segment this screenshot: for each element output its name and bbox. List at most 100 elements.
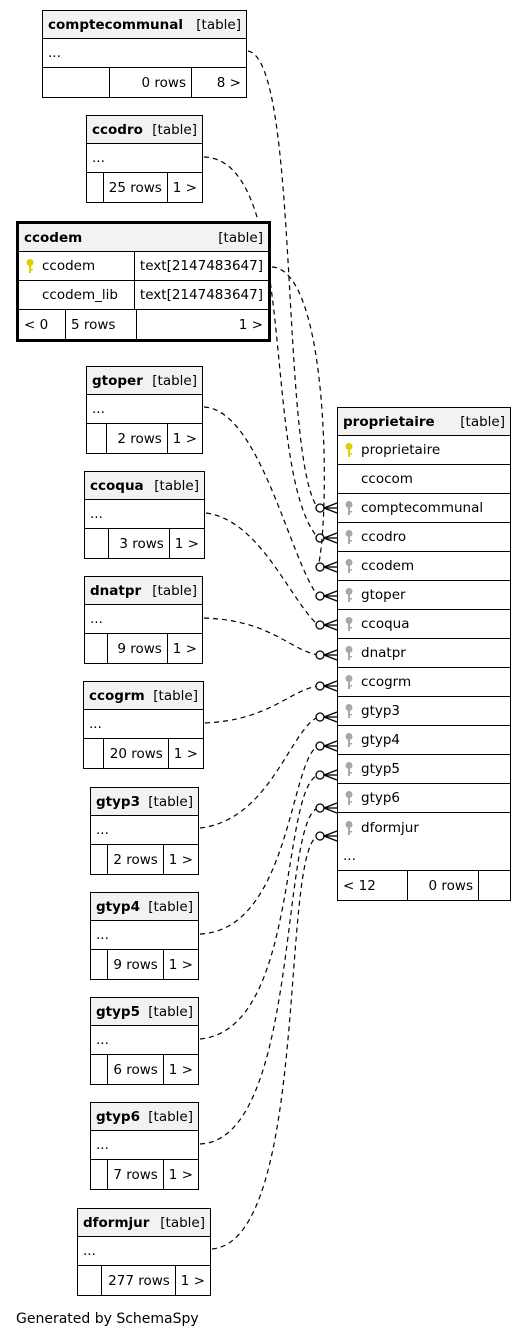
crowfoot-icon [323,654,338,661]
stat-parents: 1 > [162,1055,198,1084]
stat-children [91,950,107,979]
column-name: ccoqua [361,616,410,632]
foreign-key-icon [343,732,355,748]
column-row: proprietaire [338,436,510,465]
table-name: gtyp6 [96,1108,140,1125]
ellipsis-row: ... [87,395,202,424]
crowfoot-icon [323,807,338,814]
crowfoot-icon [323,566,338,573]
foreign-key-icon [343,645,355,661]
column-name: comptecommunal [361,500,484,516]
relationship-edge [199,807,319,1145]
crowfoot-icon [323,802,338,809]
crowfoot-icon [323,502,338,509]
table-header: gtyp3 [table] [91,788,198,816]
table-kind: [table] [148,1003,193,1020]
crowfoot-circle-icon [315,650,325,660]
table-gtyp3[interactable]: gtyp3 [table] ... 2 rows 1 > [90,787,199,875]
stats-row: < 0 5 rows 1 > [19,310,268,339]
ellipsis-row: ... [91,921,198,950]
column-name: ccodem [42,258,96,274]
foreign-key-icon [343,674,355,690]
column-name: ccocom [361,471,413,487]
stat-parents: 1 > [162,1160,198,1189]
stat-children: < 0 [24,316,49,333]
column-row: ccoqua [338,610,510,639]
column-name: gtyp5 [361,761,401,777]
table-name: proprietaire [343,413,435,430]
table-name: ccodro [92,121,143,138]
stats-row: 20 rows 1 > [84,739,203,768]
foreign-key-icon [343,703,355,719]
table-kind: [table] [154,477,199,494]
column-name: ccodro [361,529,407,545]
column-row: gtoper [338,581,510,610]
stat-rows: 6 rows [107,1055,162,1084]
ellipsis-row: ... [85,605,202,634]
column-name: gtyp4 [361,732,401,748]
crowfoot-circle-icon [315,533,325,543]
column-row: ccogrm [338,668,510,697]
stat-rows: 20 rows [102,739,168,768]
column-name: gtoper [361,587,406,603]
column-row: comptecommunal [338,494,510,523]
crowfoot-circle-icon [315,591,325,601]
stat-children [78,1266,101,1295]
table-gtyp6[interactable]: gtyp6 [table] ... 7 rows 1 > [90,1102,199,1190]
stat-parents: 1 > [167,739,203,768]
table-header: gtyp4 [table] [91,893,198,921]
table-kind: [table] [160,1214,205,1231]
ellipsis-row: ... [91,1131,198,1160]
table-dformjur[interactable]: dformjur [table] ... 277 rows 1 > [77,1208,211,1296]
stat-rows: 5 rows [65,310,136,339]
table-ccogrm[interactable]: ccogrm [table] ... 20 rows 1 > [83,681,204,769]
stat-children [91,1055,107,1084]
relationship-edge [203,156,319,539]
table-header: dnatpr [table] [85,577,202,605]
column-name: gtyp3 [361,703,401,719]
column-name: dnatpr [361,645,406,661]
crowfoot-icon [323,769,338,776]
crowfoot-icon [323,835,338,842]
stats-row: 25 rows 1 > [87,173,202,202]
foreign-key-icon [343,500,355,516]
table-comptecommunal[interactable]: comptecommunal [table] ... 0 rows 8 > [42,10,247,98]
stat-children [84,739,103,768]
table-ccoqua[interactable]: ccoqua [table] ... 3 rows 1 > [84,471,205,559]
column-type: text[2147483647] [133,281,268,309]
table-gtyp4[interactable]: gtyp4 [table] ... 9 rows 1 > [90,892,199,980]
ellipsis-row: ... [43,39,246,68]
crowfoot-icon [323,590,338,597]
table-kind: [table] [152,372,197,389]
stat-rows: 7 rows [107,1160,162,1189]
table-name: comptecommunal [48,16,183,33]
column-name: gtyp6 [361,790,401,806]
stat-rows: 0 rows [407,871,478,900]
table-gtoper[interactable]: gtoper [table] ... 2 rows 1 > [86,366,203,454]
table-name: ccogrm [89,687,145,704]
stat-parents: 8 > [191,68,246,97]
crowfoot-circle-icon [315,712,325,722]
foreign-key-icon [343,790,355,806]
foreign-key-icon [343,616,355,632]
stat-rows: 9 rows [107,634,166,663]
column-row: ccodem [338,552,510,581]
ellipsis-row: ... [87,144,202,173]
table-gtyp5[interactable]: gtyp5 [table] ... 6 rows 1 > [90,997,199,1085]
crowfoot-icon [323,745,338,752]
table-name: gtoper [92,372,143,389]
ellipsis-row: ... [91,816,198,845]
crowfoot-icon [323,680,338,687]
table-header: dformjur [table] [78,1209,210,1237]
table-header: ccogrm [table] [84,682,203,710]
table-proprietaire[interactable]: proprietaire [table] proprietaire ccocom c… [337,407,511,901]
primary-key-icon [24,258,36,274]
table-ccodro[interactable]: ccodro [table] ... 25 rows 1 > [86,115,203,203]
table-dnatpr[interactable]: dnatpr [table] ... 9 rows 1 > [84,576,203,664]
table-ccodem[interactable]: ccodem [table] ccodem text[2147483647] c… [16,221,271,342]
table-kind: [table] [148,793,193,810]
foreign-key-icon [343,820,355,836]
relationship-edge [203,406,319,597]
column-row: gtyp6 [338,784,510,813]
table-kind: [table] [196,16,241,33]
